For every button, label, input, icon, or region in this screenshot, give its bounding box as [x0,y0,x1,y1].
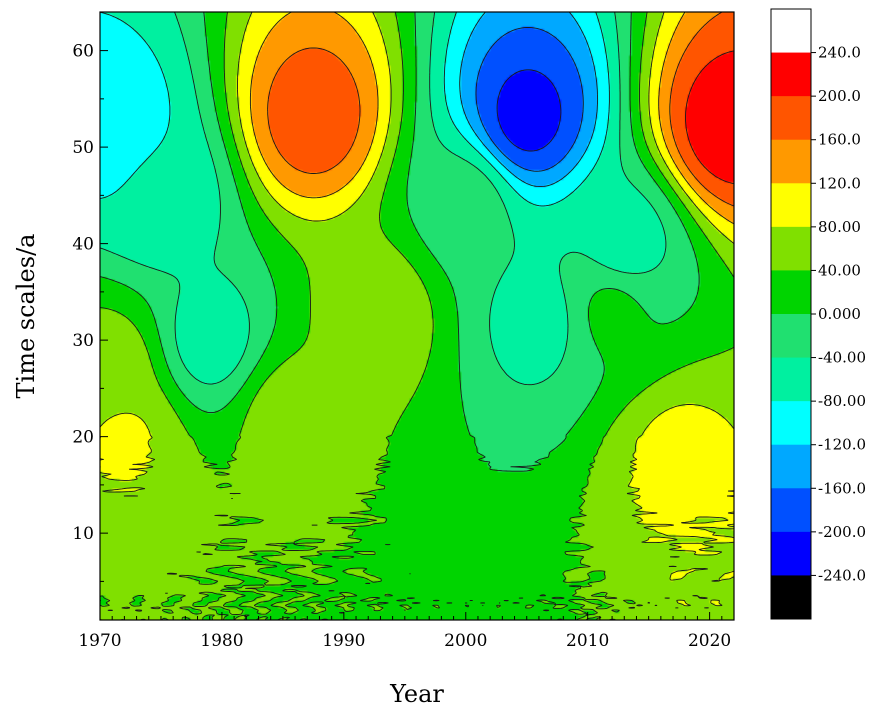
contour-lines [100,12,734,620]
colorbar-label: 160.0 [818,131,861,149]
y-tick-label: 60 [72,42,94,62]
colorbar-band [771,9,811,54]
contour-field [100,12,734,620]
colorbar-label: 120.0 [818,174,861,192]
colorbar-band [771,401,811,446]
colorbar-label: -40.00 [818,349,866,367]
y-axis-title: Time scales/a [12,234,40,399]
colorbar-label: -160.0 [818,479,866,497]
colorbar-label: 80.00 [818,218,861,236]
colorbar-band [771,488,811,533]
colorbar-label: -240.0 [818,566,866,584]
x-tick-label: 2000 [444,631,487,651]
contour-line-160 [267,12,734,207]
contour-line-120 [249,12,734,225]
x-tick-label: 1990 [322,631,365,651]
colorbar-band [771,226,811,271]
contour-line-40 [100,12,734,620]
colorbar-band [771,183,811,228]
colorbar-label: 40.00 [818,261,861,279]
colorbar-band [771,444,811,489]
colorbar-label: 240.0 [818,44,861,62]
x-tick-label: 2020 [688,631,731,651]
contour-line--200 [496,69,562,152]
contour-line--40 [100,12,667,386]
colorbar-band [771,270,811,315]
plot-area [100,12,734,620]
x-tick-label: 1980 [200,631,243,651]
y-axis: 10 20 30 40 50 60 [72,42,108,582]
y-tick-label: 20 [72,428,94,448]
y-tick-label: 30 [72,331,94,351]
colorbar-label: 200.0 [818,87,861,105]
colorbar-band [771,575,811,620]
colorbar-band [771,52,811,97]
colorbar-label: -200.0 [818,523,866,541]
colorbar-band [771,314,811,359]
x-tick-label: 1970 [78,631,121,651]
colorbar-band [771,139,811,184]
x-axis-title: Year [389,680,444,708]
colorbar: 240.0 200.0 160.0 120.0 80.00 40.00 0.000 -40.0… [770,8,866,620]
colorbar-label: 0.000 [818,305,861,323]
colorbar-band [771,357,811,402]
y-tick-label: 50 [72,138,94,158]
contour-line-0 [100,12,700,607]
colorbar-label: -80.00 [818,392,866,410]
x-tick-label: 2010 [566,631,609,651]
y-tick-label: 10 [72,524,94,544]
contour-line--120 [459,12,599,188]
contour-line--160 [475,26,584,172]
colorbar-band [771,96,811,141]
y-tick-label: 40 [72,235,94,255]
contour-line-80 [100,12,734,609]
colorbar-band [771,531,811,576]
x-axis: 1970 1980 1990 2000 2010 2020 [78,612,735,651]
colorbar-label: -120.0 [818,436,866,454]
